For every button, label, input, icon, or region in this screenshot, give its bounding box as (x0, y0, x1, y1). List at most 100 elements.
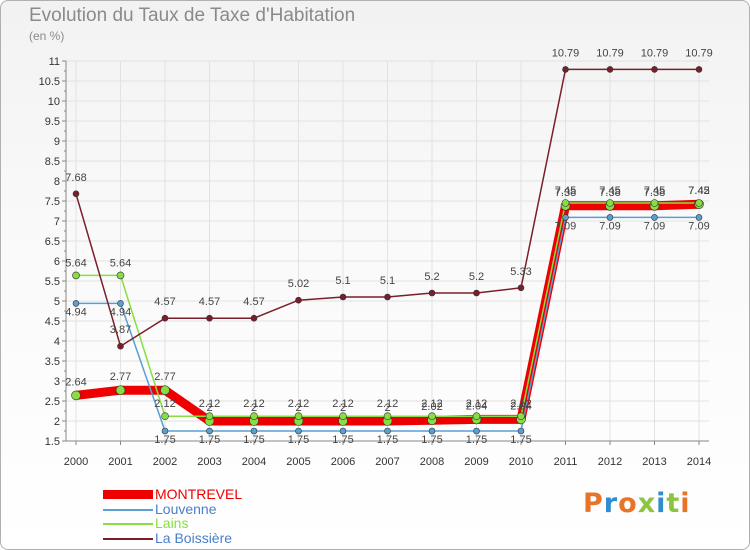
data-point (71, 390, 81, 401)
data-label: 2.12 (288, 398, 309, 410)
data-point (161, 412, 169, 421)
data-label: 7.68 (65, 172, 86, 184)
chart-title: Evolution du Taux de Taxe d'Habitation (29, 5, 356, 26)
y-tick-label: 3 (54, 376, 60, 388)
data-label: 7.42 (688, 185, 709, 197)
x-tick-label: 2012 (598, 456, 622, 468)
data-point (472, 412, 481, 421)
series-layer (71, 66, 704, 435)
data-point (606, 199, 614, 207)
x-tick-label: 2008 (420, 456, 444, 468)
x-tick-label: 2011 (554, 456, 578, 468)
data-point (383, 412, 392, 421)
x-tick-label: 2000 (64, 456, 88, 468)
data-label: 7.09 (688, 220, 709, 232)
y-tick-label: 8 (54, 176, 60, 188)
data-label: 1.75 (288, 434, 309, 446)
y-tick-label: 7.5 (45, 196, 60, 208)
y-tick-label: 11 (49, 56, 60, 68)
data-label: 10.79 (641, 47, 669, 59)
data-label: 2.12 (243, 398, 264, 410)
data-label: 2.12 (332, 398, 353, 410)
logo-letter: i (656, 488, 667, 519)
data-label: 7.09 (555, 220, 576, 232)
data-label: 2.77 (110, 371, 131, 383)
data-label: 2.12 (466, 398, 487, 410)
data-label: 4.57 (154, 296, 175, 308)
data-label: 1.75 (199, 434, 220, 446)
y-tick-label: 7 (54, 216, 60, 228)
data-point (294, 412, 303, 421)
data-label: 2.04 (510, 400, 531, 412)
data-label: 1.75 (377, 434, 398, 446)
data-point (295, 296, 302, 304)
data-point (72, 271, 80, 280)
data-label: 5.2 (424, 271, 439, 283)
data-label: 2.64 (65, 376, 86, 388)
data-label-layer: 2.64 2.77 2.77 2 2 2 2 2 2.02 2.04 2.04 7.38 7.38 7.3… (65, 47, 712, 446)
x-tick-label: 2003 (197, 456, 221, 468)
data-label: 7.45 (688, 185, 709, 197)
data-point (115, 385, 126, 396)
data-label: 4.94 (110, 306, 131, 318)
data-label: 2 (251, 402, 257, 414)
y-tick-label: 5.5 (45, 276, 60, 288)
x-tick-label: 2006 (331, 456, 355, 468)
data-point (562, 214, 569, 221)
data-label: 7.09 (599, 220, 620, 232)
data-point (428, 427, 436, 435)
data-label: 7.38 (555, 187, 576, 199)
data-label: 2.04 (466, 400, 487, 412)
data-point (561, 199, 570, 207)
data-point (117, 342, 124, 350)
x-tick-label: 2004 (242, 456, 266, 468)
data-point (339, 427, 347, 435)
y-tick-label: 3.5 (45, 356, 60, 368)
legend-label: Lains (155, 515, 189, 531)
logo-letter: x (637, 488, 657, 519)
data-label: 10.79 (685, 47, 713, 59)
y-tick-label: 6 (54, 256, 60, 268)
data-label: 1.75 (510, 434, 531, 446)
data-point (116, 271, 125, 280)
data-label: 4.57 (199, 296, 220, 308)
data-label: 5.33 (510, 266, 531, 278)
x-tick-label: 2010 (509, 456, 533, 468)
data-label: 4.57 (243, 296, 264, 308)
data-label: 2.12 (199, 398, 220, 410)
data-label: 7.45 (599, 185, 620, 197)
legend-swatch (103, 538, 153, 540)
data-point (517, 412, 525, 421)
legend-label: Louvenne (155, 501, 217, 517)
data-label: 7.38 (644, 187, 665, 199)
data-label: 7.45 (555, 185, 576, 197)
x-tick-label: 2005 (286, 456, 310, 468)
y-tick-label: 6.5 (45, 236, 60, 248)
data-label: 5.1 (380, 275, 395, 287)
data-point (295, 427, 302, 435)
data-label: 2 (340, 402, 346, 414)
chart-unit: (en %) (29, 29, 65, 43)
logo-letter: P (583, 488, 604, 519)
logo-letter: t (666, 488, 681, 519)
data-point (384, 293, 391, 301)
data-label: 1.75 (243, 434, 264, 446)
data-point (651, 66, 658, 73)
y-tick-label: 9 (54, 136, 60, 148)
data-label: 3.87 (110, 324, 131, 336)
logo-letter: i (680, 488, 691, 519)
data-label: 10.79 (552, 47, 580, 59)
data-label: 2.12 (421, 398, 442, 410)
y-tick-label: 4.5 (45, 316, 60, 328)
data-label: 5.02 (288, 278, 309, 290)
data-label: 5.2 (469, 271, 484, 283)
data-label: 1.75 (421, 434, 442, 446)
data-point (606, 66, 614, 73)
data-point (160, 385, 170, 396)
data-point (428, 289, 436, 297)
legend-label: MONTREVEL (155, 486, 243, 502)
data-point (161, 427, 169, 435)
proxiti-logo: Proxiti (583, 488, 691, 519)
